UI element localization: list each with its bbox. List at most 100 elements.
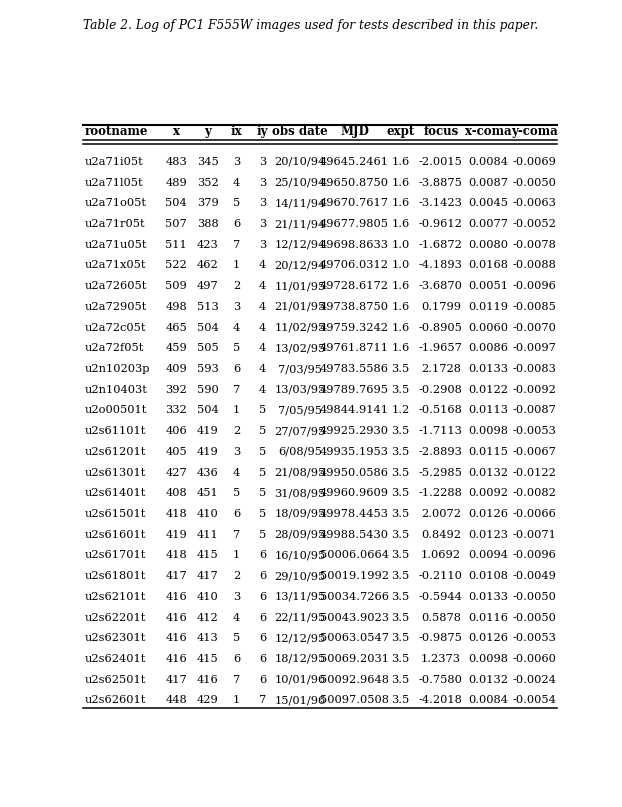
Text: 49677.9805: 49677.9805 [320, 219, 389, 229]
Text: 49738.8750: 49738.8750 [320, 302, 389, 312]
Text: focus: focus [423, 124, 458, 137]
Text: 5: 5 [259, 509, 266, 519]
Text: 417: 417 [197, 571, 218, 581]
Text: 5: 5 [259, 467, 266, 478]
Text: u2s62601t: u2s62601t [85, 696, 146, 705]
Text: 13/03/95: 13/03/95 [274, 385, 325, 395]
Text: 593: 593 [197, 364, 218, 374]
Text: -0.0097: -0.0097 [513, 343, 556, 353]
Text: -1.9657: -1.9657 [419, 343, 463, 353]
Text: 28/09/95: 28/09/95 [274, 529, 325, 540]
Text: 0.0108: 0.0108 [468, 571, 508, 581]
Text: u2s61801t: u2s61801t [85, 571, 146, 581]
Text: 504: 504 [197, 323, 218, 332]
Text: 504: 504 [165, 199, 187, 208]
Text: 29/10/95: 29/10/95 [274, 571, 325, 581]
Text: 2: 2 [233, 571, 240, 581]
Text: 1.6: 1.6 [391, 281, 410, 291]
Text: 0.0122: 0.0122 [468, 385, 508, 395]
Text: 5: 5 [259, 488, 266, 498]
Text: 0.0045: 0.0045 [468, 199, 508, 208]
Text: 6: 6 [233, 364, 240, 374]
Text: Table 2. Log of PC1 F555W images used for tests described in this paper.: Table 2. Log of PC1 F555W images used fo… [83, 19, 539, 32]
Text: 4: 4 [259, 302, 266, 312]
Text: 6: 6 [259, 592, 266, 602]
Text: 418: 418 [165, 550, 187, 560]
Text: u2s61201t: u2s61201t [85, 447, 146, 457]
Text: 31/08/95: 31/08/95 [274, 488, 325, 498]
Text: 590: 590 [197, 385, 218, 395]
Text: y-coma: y-coma [511, 124, 558, 137]
Text: 415: 415 [197, 550, 218, 560]
Text: 0.0132: 0.0132 [468, 675, 508, 684]
Text: u2n10403t: u2n10403t [85, 385, 147, 395]
Text: 0.0094: 0.0094 [468, 550, 508, 560]
Text: 2: 2 [233, 426, 240, 436]
Text: 3: 3 [259, 199, 266, 208]
Text: 1.0692: 1.0692 [421, 550, 461, 560]
Text: 3: 3 [259, 240, 266, 249]
Text: expt: expt [386, 124, 415, 137]
Text: 0.0115: 0.0115 [468, 447, 508, 457]
Text: 3.5: 3.5 [391, 550, 410, 560]
Text: -0.0024: -0.0024 [513, 675, 556, 684]
Text: 0.0098: 0.0098 [468, 654, 508, 664]
Text: 12/12/95: 12/12/95 [274, 633, 325, 643]
Text: 50092.9648: 50092.9648 [320, 675, 389, 684]
Text: 451: 451 [197, 488, 218, 498]
Text: 14/11/94: 14/11/94 [274, 199, 325, 208]
Text: 50043.9023: 50043.9023 [320, 613, 389, 622]
Text: -3.8875: -3.8875 [419, 178, 463, 187]
Text: 5: 5 [233, 488, 240, 498]
Text: 5: 5 [233, 633, 240, 643]
Text: 25/10/94: 25/10/94 [274, 178, 325, 187]
Text: -0.0083: -0.0083 [513, 364, 556, 374]
Text: -0.0053: -0.0053 [513, 633, 556, 643]
Text: 4: 4 [259, 323, 266, 332]
Text: 1: 1 [233, 261, 240, 270]
Text: -1.7113: -1.7113 [419, 426, 463, 436]
Text: u2a71i05t: u2a71i05t [85, 157, 143, 167]
Text: 332: 332 [165, 405, 187, 416]
Text: -4.2018: -4.2018 [419, 696, 463, 705]
Text: -1.2288: -1.2288 [419, 488, 463, 498]
Text: 1.2373: 1.2373 [421, 654, 461, 664]
Text: 50019.1992: 50019.1992 [320, 571, 389, 581]
Text: u2a71x05t: u2a71x05t [85, 261, 146, 270]
Text: 3.5: 3.5 [391, 696, 410, 705]
Text: 406: 406 [165, 426, 187, 436]
Text: 16/10/95: 16/10/95 [274, 550, 325, 560]
Text: -0.0122: -0.0122 [513, 467, 556, 478]
Text: 0.0098: 0.0098 [468, 426, 508, 436]
Text: -1.6872: -1.6872 [419, 240, 463, 249]
Text: 6: 6 [259, 675, 266, 684]
Text: 0.0086: 0.0086 [468, 343, 508, 353]
Text: u2a71o05t: u2a71o05t [85, 199, 147, 208]
Text: -0.2110: -0.2110 [419, 571, 463, 581]
Text: -0.0085: -0.0085 [513, 302, 556, 312]
Text: 0.0060: 0.0060 [468, 323, 508, 332]
Text: u2s61501t: u2s61501t [85, 509, 146, 519]
Text: 6: 6 [233, 219, 240, 229]
Text: -0.0070: -0.0070 [513, 323, 556, 332]
Text: -0.0069: -0.0069 [513, 157, 556, 167]
Text: 3: 3 [233, 157, 240, 167]
Text: 3.5: 3.5 [391, 385, 410, 395]
Text: 50006.0664: 50006.0664 [320, 550, 389, 560]
Text: 0.0077: 0.0077 [468, 219, 508, 229]
Text: u2a71l05t: u2a71l05t [85, 178, 143, 187]
Text: 50097.0508: 50097.0508 [320, 696, 389, 705]
Text: 49698.8633: 49698.8633 [320, 240, 389, 249]
Text: 4: 4 [259, 364, 266, 374]
Text: 5: 5 [233, 199, 240, 208]
Text: 408: 408 [165, 488, 187, 498]
Text: u2s62501t: u2s62501t [85, 675, 146, 684]
Text: 1: 1 [233, 696, 240, 705]
Text: -0.0067: -0.0067 [513, 447, 556, 457]
Text: 49759.3242: 49759.3242 [320, 323, 389, 332]
Text: 345: 345 [197, 157, 218, 167]
Text: 3.5: 3.5 [391, 633, 410, 643]
Text: 1.6: 1.6 [391, 157, 410, 167]
Text: 49789.7695: 49789.7695 [320, 385, 389, 395]
Text: 3.5: 3.5 [391, 447, 410, 457]
